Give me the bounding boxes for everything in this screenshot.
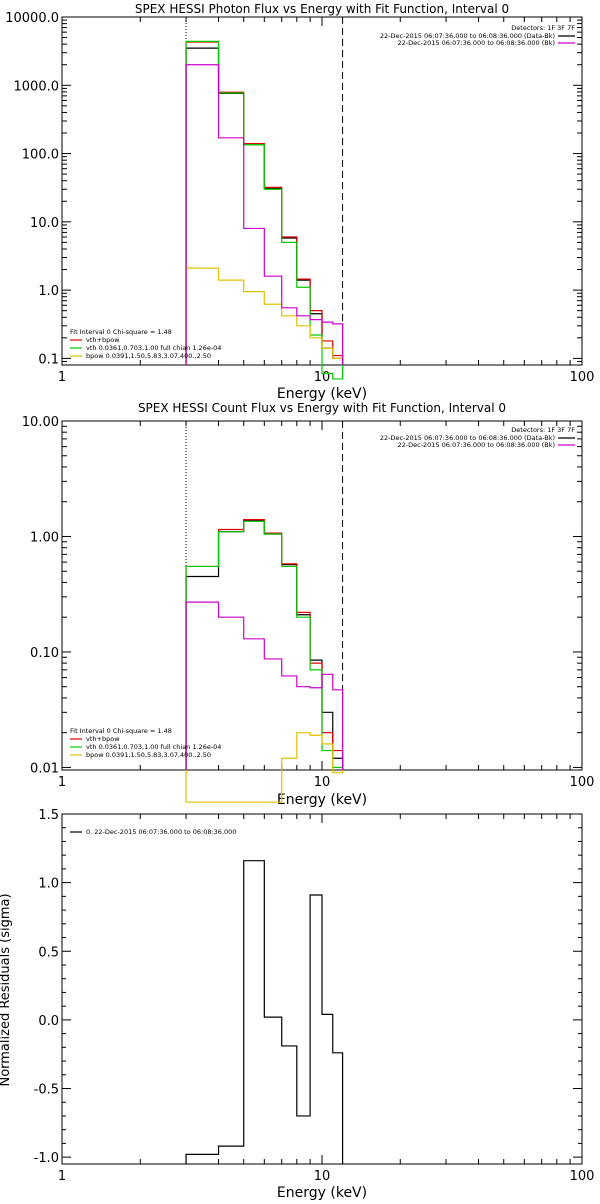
legend-entry-data: 0. 22-Dec-2015 06:07:36.000 to 06:08:36.… — [86, 828, 236, 836]
energy-range-lines — [185, 421, 344, 770]
series-bpow — [185, 267, 344, 365]
energy-range-lines — [185, 17, 344, 365]
y-tick-label: 10.0 — [30, 216, 59, 231]
x-tick-label: 10 — [314, 1169, 331, 1184]
legend-entry-total: vth+bpow — [86, 735, 120, 743]
y-tick-label: 1.00 — [30, 530, 59, 545]
series-total — [185, 519, 344, 770]
y-tick-label: 0.1 — [38, 352, 59, 367]
legend-entry-vth: vth 0.0361,0.703,1.00 full chian 1.26e-0… — [86, 743, 221, 751]
x-axis-label: Energy (keV) — [277, 386, 367, 402]
y-tick-label: 1.0 — [38, 284, 59, 299]
x-tick-label: 100 — [570, 370, 595, 385]
residuals-panel: Energy (keV) Normalized Residuals (sigma… — [0, 808, 595, 1201]
series-bpow — [185, 732, 344, 803]
axis-ticks — [61, 420, 583, 770]
chart-title: SPEX HESSI Count Flux vs Energy with Fit… — [138, 401, 506, 415]
series-bk — [185, 64, 344, 365]
y-tick-label: 1000.0 — [14, 79, 60, 94]
y-tick-label: 0.0 — [38, 1014, 59, 1029]
info-block: Detectors: 1F 3F 7F 22-Dec-2015 06:07:36… — [380, 426, 575, 449]
y-tick-label: 1.0 — [38, 877, 59, 892]
legend: 0. 22-Dec-2015 06:07:36.000 to 06:08:36.… — [70, 828, 236, 836]
legend-header: Fit Interval 0 Chi-square = 1.48 — [70, 727, 172, 735]
tick-labels: 1 10 100 -1.0 -0.5 0.0 0.5 1.0 1.5 — [34, 808, 595, 1184]
legend-entry-bpow: bpow 0.0391,1.50,5.83,3.07,400.,2.50 — [86, 751, 211, 759]
tick-labels: 1 10 100 0.01 0.10 1.00 10.00 — [22, 415, 595, 790]
y-tick-label: 0.01 — [30, 761, 59, 776]
series-bk — [185, 601, 344, 770]
axis-ticks — [61, 16, 583, 366]
legend: Fit Interval 0 Chi-square = 1.48 vth+bpo… — [70, 328, 221, 360]
time-interval-bk: 22-Dec-2015 06:07:36.000 to 06:08:36.000… — [398, 441, 556, 449]
x-tick-label: 1 — [58, 370, 66, 385]
y-tick-label: 10000.0 — [5, 11, 59, 26]
y-tick-label: 0.5 — [38, 945, 59, 960]
y-tick-label: 1.5 — [38, 808, 59, 823]
x-tick-label: 100 — [570, 775, 595, 790]
legend-entry-total: vth+bpow — [86, 336, 120, 344]
data-series — [185, 860, 344, 1164]
legend: Fit Interval 0 Chi-square = 1.48 vth+bpo… — [70, 727, 221, 759]
x-tick-label: 1 — [58, 1169, 66, 1184]
y-tick-label: -1.0 — [34, 1151, 59, 1166]
info-block: Detectors: 1F 3F 7F 22-Dec-2015 06:07:36… — [380, 24, 575, 47]
detectors-label: Detectors: 1F 3F 7F — [511, 24, 575, 32]
series-vth1 — [185, 40, 344, 380]
y-tick-label: 10.00 — [22, 415, 59, 430]
x-tick-label: 1 — [58, 775, 66, 790]
axis-ticks — [61, 813, 583, 1164]
series-vth1 — [185, 520, 344, 770]
series-data — [185, 47, 344, 365]
x-tick-label: 10 — [314, 775, 331, 790]
y-axis-label: Normalized Residuals (sigma) — [0, 893, 13, 1086]
data-series — [185, 519, 344, 803]
data-series — [185, 40, 344, 380]
detectors-label: Detectors: 1F 3F 7F — [511, 426, 575, 434]
legend-entry-vth: vth 0.0361,0.703,1.00 full chian 1.26e-0… — [86, 344, 221, 352]
time-interval-bk: 22-Dec-2015 06:07:36.000 to 06:08:36.000… — [398, 39, 556, 47]
time-interval-data: 22-Dec-2015 06:07:36.000 to 06:08:36.000… — [380, 32, 555, 40]
legend-entry-bpow: bpow 0.0391,1.50,5.83,3.07,400.,2.50 — [86, 352, 211, 360]
time-interval-data: 22-Dec-2015 06:07:36.000 to 06:08:36.000… — [380, 434, 555, 442]
y-tick-label: -0.5 — [34, 1083, 59, 1098]
chart-title: SPEX HESSI Photon Flux vs Energy with Fi… — [135, 2, 509, 16]
series-data — [185, 860, 344, 1164]
x-axis-label: Energy (keV) — [277, 792, 367, 808]
series-total — [185, 41, 344, 365]
count-flux-panel: SPEX HESSI Count Flux vs Energy with Fit… — [22, 401, 595, 808]
x-axis-label: Energy (keV) — [277, 1185, 367, 1200]
y-tick-label: 0.10 — [30, 646, 59, 661]
y-tick-label: 100.0 — [22, 148, 59, 163]
x-tick-label: 100 — [570, 1169, 595, 1184]
legend-header: Fit Interval 0 Chi-square = 1.48 — [70, 328, 172, 336]
photon-flux-panel: SPEX HESSI Photon Flux vs Energy with Fi… — [5, 2, 594, 402]
